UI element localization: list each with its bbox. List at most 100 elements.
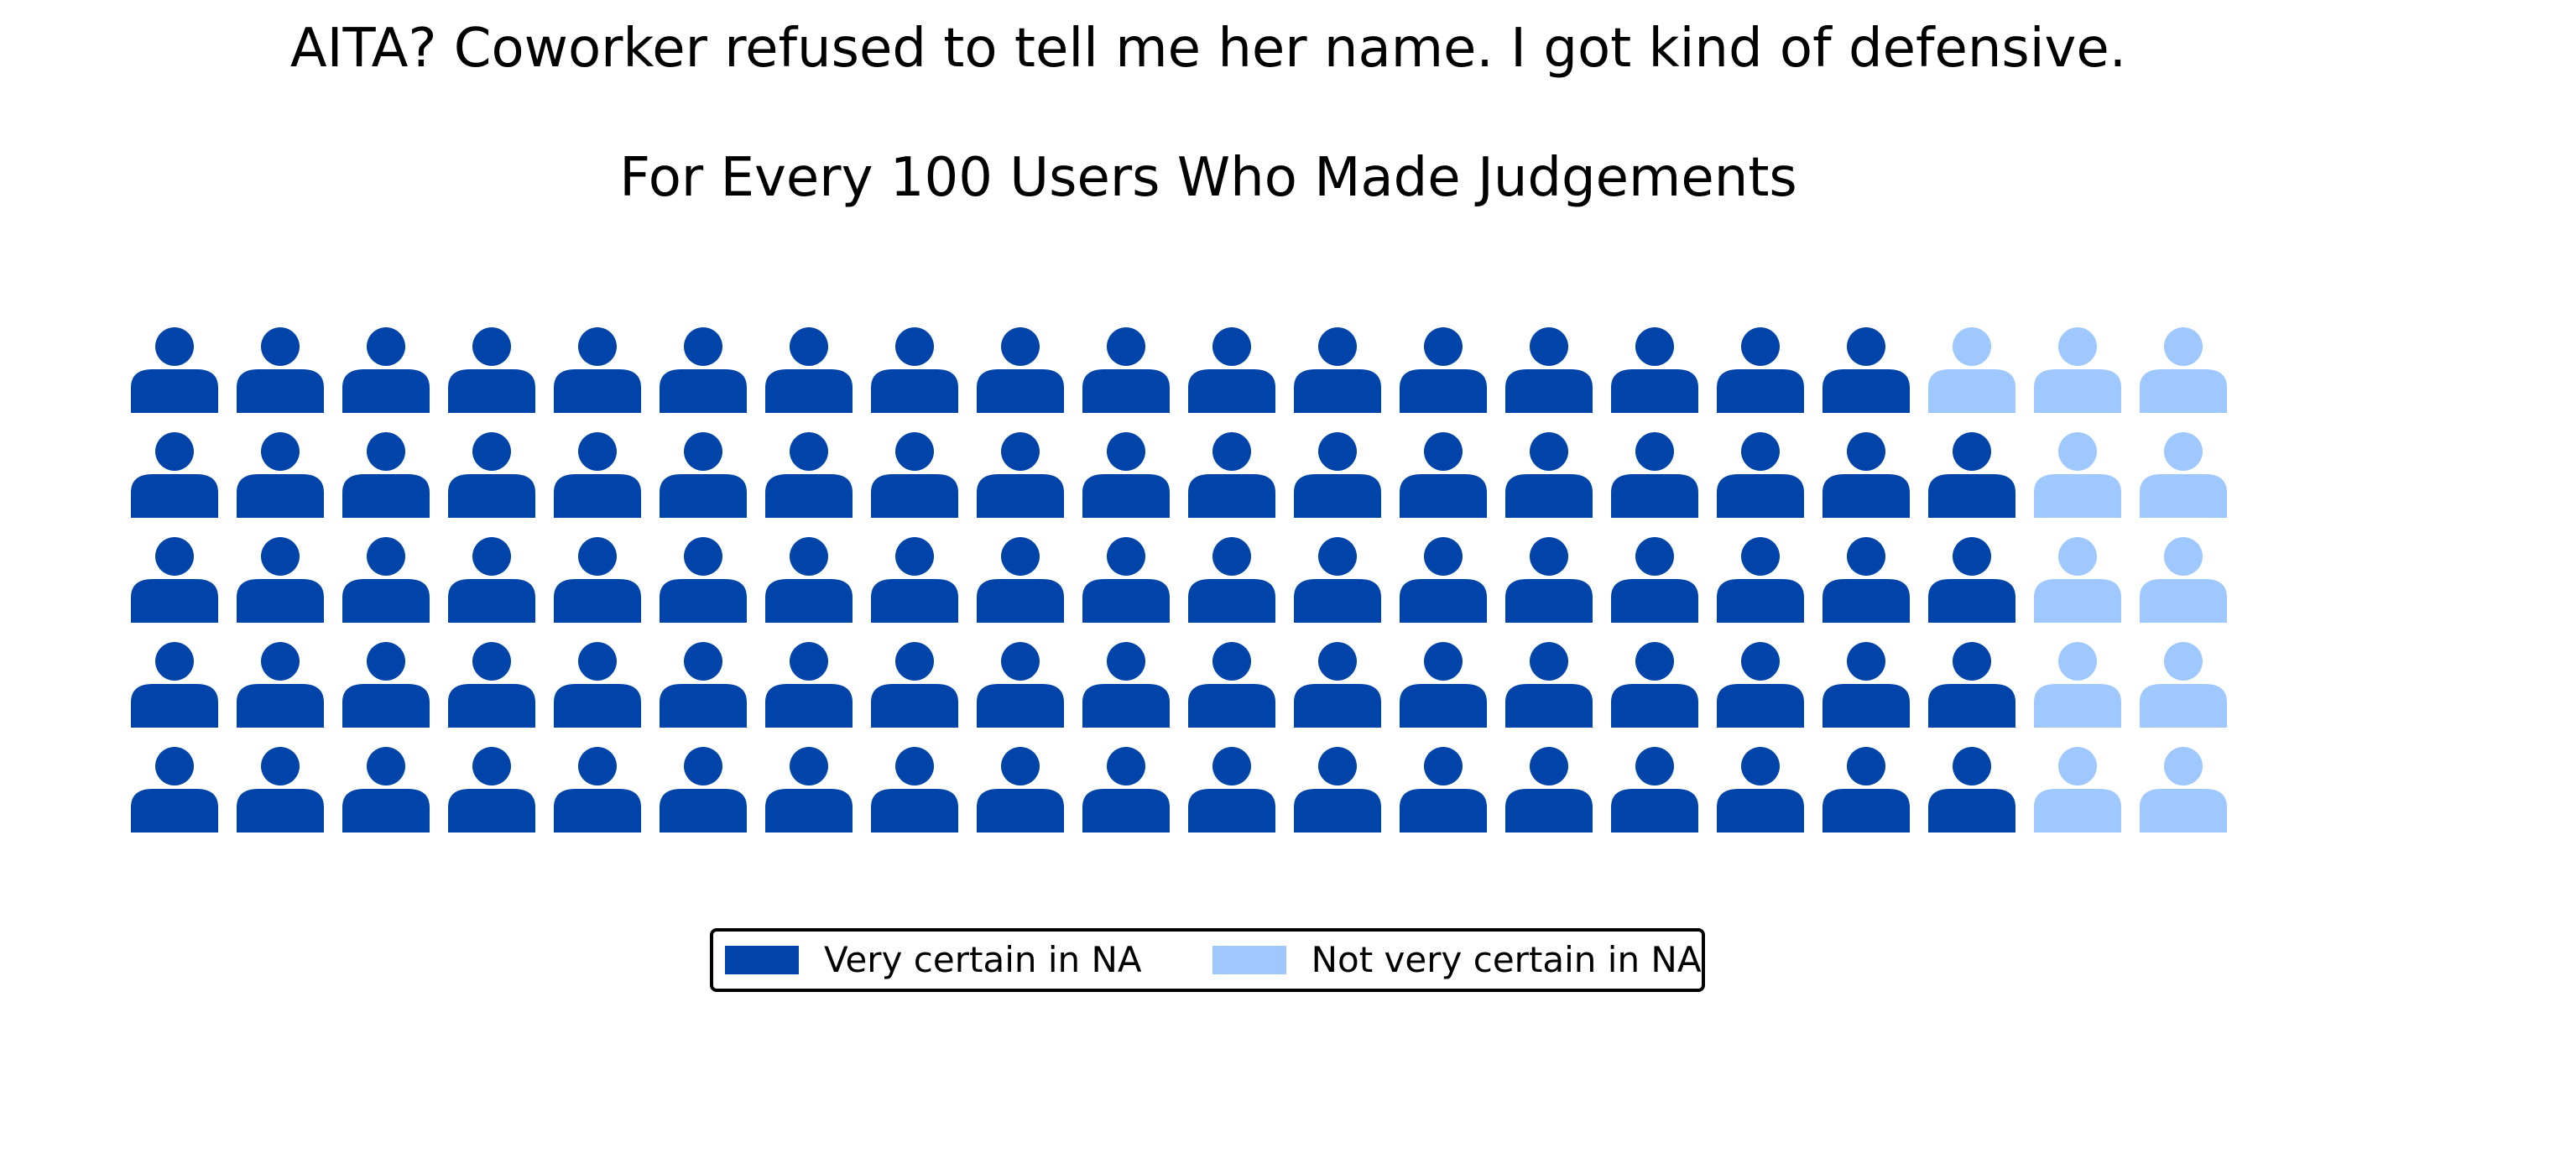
person-body [1717, 369, 1804, 413]
waffle-icons [131, 327, 2227, 833]
person-body [1294, 369, 1381, 413]
person-head [1530, 537, 1568, 576]
person-icon [660, 747, 747, 833]
person-body [1822, 579, 1910, 623]
person-body [1505, 579, 1593, 623]
person-body [1822, 789, 1910, 833]
person-body [342, 789, 430, 833]
person-body [2140, 789, 2227, 833]
person-body [1928, 789, 2015, 833]
person-icon [554, 642, 641, 728]
person-icon [1505, 327, 1593, 413]
person-head [2058, 327, 2097, 366]
person-head [1635, 747, 1674, 786]
person-body [1611, 579, 1698, 623]
person-body [448, 789, 535, 833]
person-body [1505, 474, 1593, 518]
person-body [1611, 789, 1698, 833]
person-icon [448, 747, 535, 833]
person-head [1530, 747, 1568, 786]
person-body [765, 579, 853, 623]
person-icon [554, 537, 641, 623]
person-head [684, 642, 722, 681]
person-icon [660, 642, 747, 728]
person-head [1847, 747, 1885, 786]
person-head [155, 642, 194, 681]
chart-legend: Very certain in NA Not very certain in N… [710, 928, 1705, 992]
person-body [1082, 789, 1170, 833]
person-icon [1505, 537, 1593, 623]
person-body [554, 789, 641, 833]
person-body [1611, 369, 1698, 413]
person-head [472, 432, 511, 471]
person-head [1635, 432, 1674, 471]
person-body [1717, 474, 1804, 518]
person-body [2140, 684, 2227, 728]
person-body [1400, 369, 1487, 413]
person-head [1424, 642, 1463, 681]
person-body [1717, 684, 1804, 728]
person-body [2034, 369, 2121, 413]
person-body [1294, 684, 1381, 728]
person-icon [977, 537, 1064, 623]
person-icon [2140, 747, 2227, 833]
person-icon [1188, 747, 1275, 833]
person-icon [1717, 537, 1804, 623]
person-body [765, 369, 853, 413]
person-icon [765, 642, 853, 728]
person-icon [1717, 327, 1804, 413]
person-body [660, 789, 747, 833]
person-icon [871, 432, 958, 518]
person-icon [2140, 537, 2227, 623]
person-head [578, 327, 617, 366]
person-icon [660, 537, 747, 623]
person-icon [1611, 537, 1698, 623]
person-body [1082, 474, 1170, 518]
person-head [1001, 642, 1040, 681]
person-head [1107, 747, 1145, 786]
person-body [237, 474, 324, 518]
person-icon [1082, 642, 1170, 728]
person-body [977, 579, 1064, 623]
person-head [1953, 642, 1991, 681]
person-head [1847, 642, 1885, 681]
person-head [1741, 747, 1780, 786]
person-icon [131, 537, 218, 623]
person-icon [871, 642, 958, 728]
person-icon [1928, 327, 2015, 413]
person-icon [2034, 747, 2121, 833]
person-icon [342, 327, 430, 413]
person-body [2140, 474, 2227, 518]
person-body [871, 579, 958, 623]
person-body [660, 684, 747, 728]
person-head [1953, 327, 1991, 366]
person-head [1741, 327, 1780, 366]
person-head [472, 642, 511, 681]
person-head [1212, 537, 1251, 576]
person-head [1424, 432, 1463, 471]
person-body [1294, 789, 1381, 833]
person-head [1001, 432, 1040, 471]
person-icon [342, 432, 430, 518]
person-body [765, 684, 853, 728]
person-icon [1822, 432, 1910, 518]
person-icon [1082, 327, 1170, 413]
person-body [1822, 474, 1910, 518]
person-body [554, 684, 641, 728]
person-body [237, 684, 324, 728]
person-head [367, 642, 405, 681]
person-icon [1188, 432, 1275, 518]
person-head [684, 432, 722, 471]
person-head [1318, 537, 1357, 576]
person-head [1530, 642, 1568, 681]
legend-swatch-not-very-certain [1212, 946, 1286, 974]
person-body [448, 369, 535, 413]
person-icon [1294, 642, 1381, 728]
person-icon [342, 642, 430, 728]
person-body [448, 474, 535, 518]
person-body [1294, 474, 1381, 518]
person-icon [1188, 327, 1275, 413]
person-head [1741, 432, 1780, 471]
person-icon [871, 747, 958, 833]
person-icon [2034, 432, 2121, 518]
